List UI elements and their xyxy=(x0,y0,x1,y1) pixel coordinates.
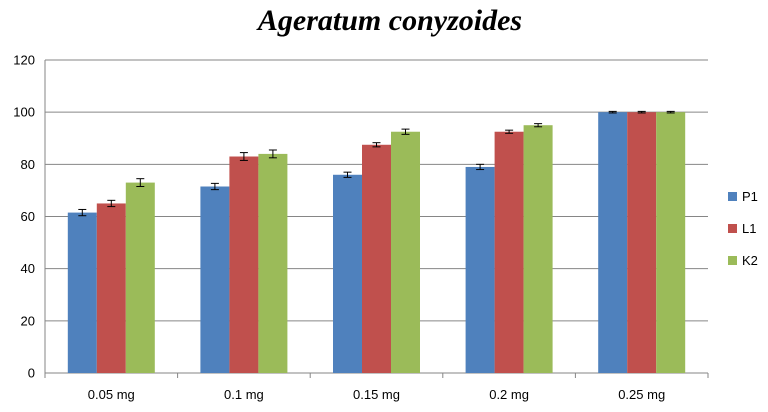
bar-k2 xyxy=(125,182,155,373)
y-tick-label: 40 xyxy=(21,261,35,276)
bar-p1 xyxy=(465,166,495,373)
y-tick-label: 0 xyxy=(28,366,35,381)
legend-label-k2: K2 xyxy=(742,253,758,268)
bar-l1 xyxy=(494,131,524,373)
bar-k2 xyxy=(656,112,686,374)
chart-title: Ageratum conyzoides xyxy=(257,4,523,37)
bar-p1 xyxy=(333,174,362,373)
legend-label-l1: L1 xyxy=(742,221,756,236)
bar-l1 xyxy=(362,144,391,373)
y-tick-label: 60 xyxy=(21,209,35,224)
bar-k2 xyxy=(391,131,420,373)
bar-p1 xyxy=(200,186,230,373)
y-tick-label: 80 xyxy=(21,157,35,172)
bar-l1 xyxy=(229,156,259,373)
bar-p1 xyxy=(598,112,628,374)
bar-l1 xyxy=(627,112,657,374)
x-tick-label: 0.05 mg xyxy=(88,387,135,402)
legend-swatch-p1 xyxy=(728,192,737,201)
y-tick-label: 100 xyxy=(13,105,35,120)
x-tick-label: 0.1 mg xyxy=(224,387,264,402)
x-tick-label: 0.15 mg xyxy=(353,387,400,402)
y-tick-label: 20 xyxy=(21,313,35,328)
x-tick-label: 0.25 mg xyxy=(618,387,665,402)
bar-p1 xyxy=(67,212,97,373)
y-tick-label: 120 xyxy=(13,53,35,68)
x-tick-label: 0.2 mg xyxy=(489,387,529,402)
legend-swatch-l1 xyxy=(728,224,737,233)
legend-swatch-k2 xyxy=(728,256,737,265)
legend-label-p1: P1 xyxy=(742,189,758,204)
bar-k2 xyxy=(258,153,288,373)
bar-l1 xyxy=(96,203,126,373)
bar-k2 xyxy=(523,125,553,373)
